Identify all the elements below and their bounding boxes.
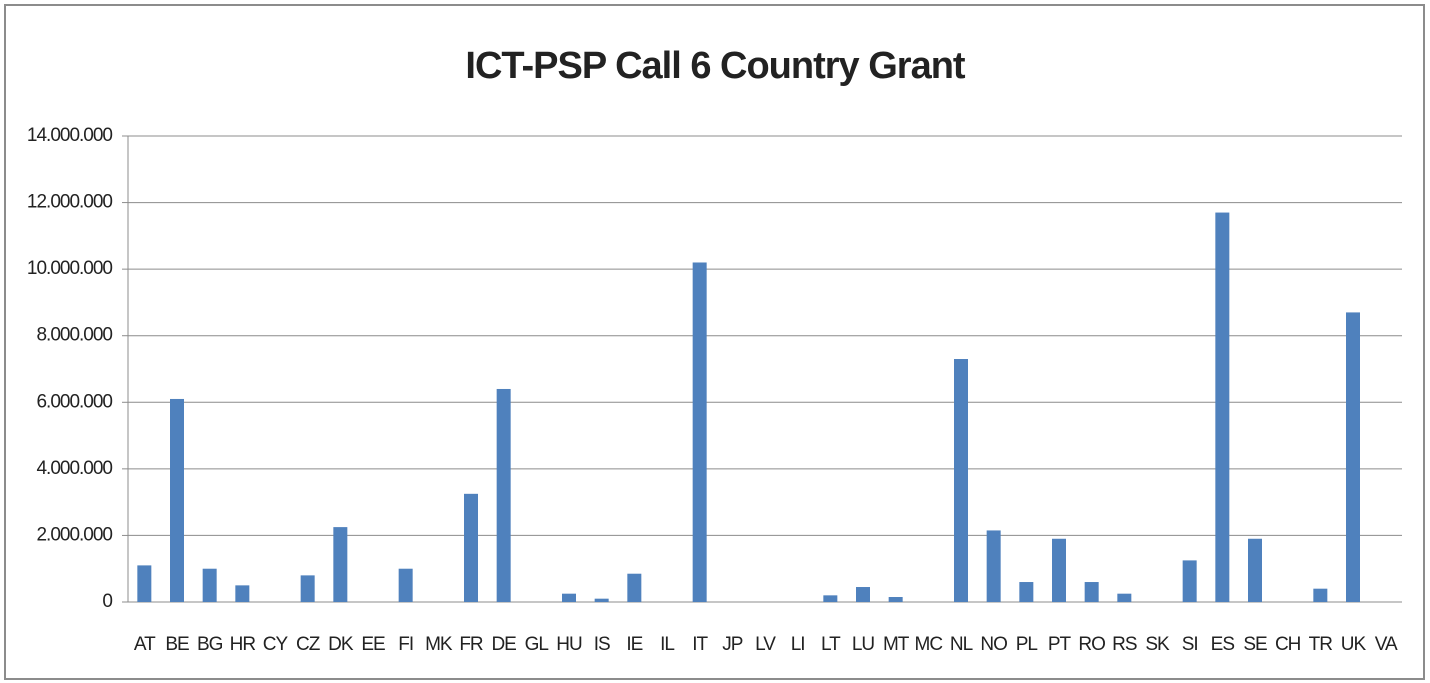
- x-tick-label: DE: [491, 634, 516, 655]
- x-tick-label: VA: [1375, 634, 1398, 655]
- bar: [562, 593, 576, 602]
- x-tick-label: DK: [328, 634, 354, 655]
- x-tick-label: SI: [1182, 634, 1198, 655]
- x-tick-label: CY: [263, 634, 289, 655]
- x-tick-label: BG: [197, 634, 223, 655]
- x-tick-label: SK: [1145, 634, 1170, 655]
- chart-border: [4, 4, 1425, 680]
- x-tick-label: GL: [525, 634, 549, 655]
- bar: [594, 598, 609, 602]
- y-tick-label: 12.000.000: [27, 192, 113, 213]
- bar: [856, 587, 870, 602]
- x-tick-label: EE: [361, 634, 385, 655]
- x-tick-label: FR: [459, 634, 483, 655]
- bar: [1313, 588, 1328, 602]
- x-tick-label: JP: [722, 634, 743, 655]
- bar: [1019, 582, 1034, 602]
- bar: [1215, 212, 1230, 603]
- x-tick-label: MC: [915, 634, 943, 655]
- x-tick-label: MK: [425, 634, 453, 655]
- bar: [1248, 538, 1262, 602]
- x-tick-label: ES: [1211, 634, 1235, 655]
- x-tick-label: LI: [791, 634, 805, 655]
- chart-title: ICT-PSP Call 6 Country Grant: [465, 45, 966, 87]
- x-tick-label: IT: [692, 634, 708, 655]
- x-tick-label: IL: [660, 634, 674, 655]
- bar: [1182, 560, 1197, 602]
- bar: [496, 388, 511, 602]
- bar: [888, 597, 903, 602]
- x-tick-label: TR: [1309, 634, 1333, 655]
- x-tick-label: FI: [398, 634, 413, 655]
- y-tick-label: 10.000.000: [27, 258, 113, 279]
- x-tick-label: CZ: [296, 634, 321, 655]
- y-tick-label: 8.000.000: [36, 325, 112, 346]
- y-tick-label: 0: [102, 591, 112, 612]
- bar: [986, 530, 1001, 602]
- bar: [823, 595, 838, 602]
- bar: [1084, 582, 1099, 602]
- x-tick-label: PL: [1016, 634, 1038, 655]
- bar: [627, 573, 642, 602]
- x-tick-label: UK: [1341, 634, 1367, 655]
- bar: [300, 575, 315, 602]
- y-tick-label: 14.000.000: [27, 125, 113, 146]
- x-tick-label: BE: [165, 634, 189, 655]
- bar: [137, 565, 152, 602]
- y-tick-label: 6.000.000: [36, 391, 112, 412]
- x-tick-label: LT: [821, 634, 841, 655]
- x-tick-label: AT: [134, 634, 156, 655]
- x-tick-label: IS: [594, 634, 610, 655]
- bar: [170, 398, 184, 602]
- bar: [398, 568, 413, 602]
- bar: [1052, 538, 1066, 602]
- x-tick-label: NL: [950, 634, 973, 655]
- x-tick-label: RO: [1078, 634, 1105, 655]
- bar: [1346, 312, 1360, 602]
- bar: [692, 262, 707, 602]
- x-tick-label: RS: [1112, 634, 1137, 655]
- x-tick-label: NO: [980, 634, 1007, 655]
- bar: [954, 359, 968, 602]
- x-tick-label: IE: [626, 634, 642, 655]
- bar: [464, 493, 478, 602]
- y-tick-label: 2.000.000: [36, 524, 112, 545]
- bar: [235, 585, 250, 602]
- x-tick-label: MT: [883, 634, 910, 655]
- y-tick-label: 4.000.000: [36, 458, 112, 479]
- bar: [1117, 593, 1132, 602]
- x-tick-label: CH: [1275, 634, 1301, 655]
- x-tick-label: HR: [230, 634, 256, 655]
- bar: [333, 527, 348, 602]
- x-tick-label: LU: [852, 634, 875, 655]
- x-tick-label: HU: [556, 634, 582, 655]
- bar: [202, 568, 217, 602]
- x-tick-label: PT: [1048, 634, 1072, 655]
- x-tick-label: LV: [755, 634, 776, 655]
- x-tick-label: SE: [1243, 634, 1267, 655]
